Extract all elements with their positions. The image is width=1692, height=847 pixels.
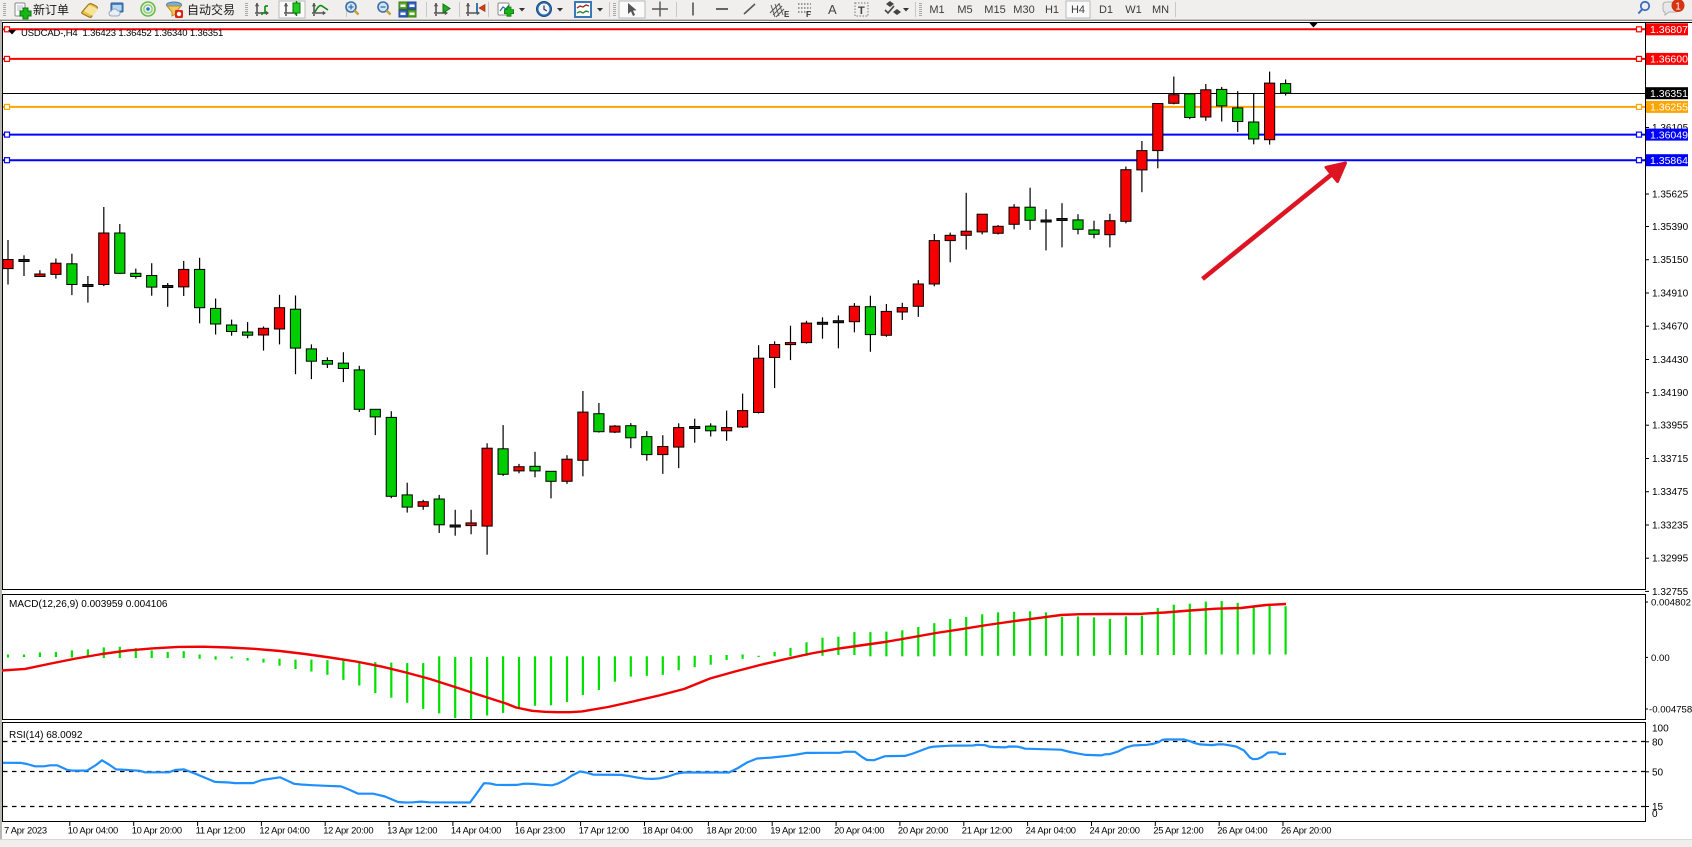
svg-text:14 Apr 04:00: 14 Apr 04:00: [451, 825, 501, 836]
svg-text:1.33235: 1.33235: [1652, 521, 1689, 532]
svg-text:新订单: 新订单: [33, 2, 69, 17]
svg-text:20 Apr 20:00: 20 Apr 20:00: [898, 825, 948, 836]
svg-text:自动交易: 自动交易: [187, 2, 235, 17]
svg-text:1.33955: 1.33955: [1652, 421, 1689, 432]
svg-text:USDCAD-,H4 1.36423 1.36452 1.: USDCAD-,H4 1.36423 1.36452 1.36340 1.363…: [21, 28, 223, 39]
svg-text:M5: M5: [957, 4, 972, 16]
svg-text:12 Apr 20:00: 12 Apr 20:00: [323, 825, 373, 836]
svg-text:1.34910: 1.34910: [1652, 289, 1689, 300]
svg-text:T: T: [858, 5, 865, 17]
svg-text:M30: M30: [1013, 4, 1034, 16]
svg-text:H4: H4: [1071, 4, 1085, 16]
svg-text:0: 0: [1652, 809, 1658, 820]
svg-text:RSI(14) 68.0092: RSI(14) 68.0092: [9, 730, 83, 741]
svg-text:25 Apr 12:00: 25 Apr 12:00: [1153, 825, 1203, 836]
svg-text:16 Apr 23:00: 16 Apr 23:00: [515, 825, 565, 836]
svg-text:17 Apr 12:00: 17 Apr 12:00: [579, 825, 629, 836]
svg-text:1.36255: 1.36255: [1650, 102, 1688, 114]
svg-text:1.34190: 1.34190: [1652, 388, 1689, 399]
svg-text:1.33475: 1.33475: [1652, 487, 1689, 498]
svg-text:1.32995: 1.32995: [1652, 554, 1689, 565]
svg-text:D1: D1: [1099, 4, 1113, 16]
svg-text:F: F: [806, 10, 811, 19]
svg-text:10 Apr 20:00: 10 Apr 20:00: [132, 825, 182, 836]
svg-text:11 Apr 12:00: 11 Apr 12:00: [196, 825, 246, 836]
svg-text:-0.004758: -0.004758: [1649, 705, 1692, 716]
svg-text:7 Apr 2023: 7 Apr 2023: [4, 825, 47, 836]
svg-text:1.36351: 1.36351: [1650, 88, 1688, 100]
svg-text:1.33715: 1.33715: [1652, 454, 1689, 465]
svg-text:0.004802: 0.004802: [1651, 598, 1691, 609]
svg-text:100: 100: [1652, 724, 1669, 735]
svg-text:M1: M1: [929, 4, 944, 16]
svg-text:E: E: [784, 10, 790, 19]
svg-text:1.35864: 1.35864: [1650, 155, 1688, 167]
svg-text:1.35150: 1.35150: [1652, 255, 1689, 266]
svg-text:MACD(12,26,9) 0.003959 0.00410: MACD(12,26,9) 0.003959 0.004106: [9, 599, 168, 610]
svg-text:1.35625: 1.35625: [1652, 190, 1689, 201]
svg-text:18 Apr 04:00: 18 Apr 04:00: [643, 825, 693, 836]
svg-text:1.34670: 1.34670: [1652, 322, 1689, 333]
svg-text:1.34430: 1.34430: [1652, 355, 1689, 366]
svg-text:15: 15: [1652, 802, 1664, 813]
svg-text:1.36049: 1.36049: [1650, 129, 1688, 141]
svg-text:19 Apr 12:00: 19 Apr 12:00: [770, 825, 820, 836]
svg-text:26 Apr 04:00: 26 Apr 04:00: [1217, 825, 1267, 836]
svg-text:A: A: [828, 2, 837, 17]
svg-text:21 Apr 12:00: 21 Apr 12:00: [962, 825, 1012, 836]
svg-text:1.35390: 1.35390: [1652, 222, 1689, 233]
svg-text:H1: H1: [1045, 4, 1059, 16]
svg-text:24 Apr 04:00: 24 Apr 04:00: [1026, 825, 1076, 836]
svg-text:M15: M15: [984, 4, 1005, 16]
svg-text:12 Apr 04:00: 12 Apr 04:00: [259, 825, 309, 836]
svg-text:80: 80: [1652, 737, 1664, 748]
svg-text:0.00: 0.00: [1651, 653, 1670, 664]
svg-text:24 Apr 20:00: 24 Apr 20:00: [1090, 825, 1140, 836]
svg-text:1.36105: 1.36105: [1652, 123, 1689, 134]
svg-text:1.36600: 1.36600: [1650, 54, 1688, 66]
svg-text:18 Apr 20:00: 18 Apr 20:00: [706, 825, 756, 836]
svg-text:50: 50: [1652, 767, 1664, 778]
svg-text:26 Apr 20:00: 26 Apr 20:00: [1281, 825, 1331, 836]
svg-text:20 Apr 04:00: 20 Apr 04:00: [834, 825, 884, 836]
svg-text:10 Apr 04:00: 10 Apr 04:00: [68, 825, 118, 836]
svg-text:MN: MN: [1152, 4, 1169, 16]
svg-text:13 Apr 12:00: 13 Apr 12:00: [387, 825, 437, 836]
svg-text:1: 1: [1675, 2, 1681, 13]
svg-text:W1: W1: [1125, 4, 1142, 16]
svg-text:1.32755: 1.32755: [1652, 587, 1689, 598]
svg-text:1.36807: 1.36807: [1650, 24, 1688, 36]
